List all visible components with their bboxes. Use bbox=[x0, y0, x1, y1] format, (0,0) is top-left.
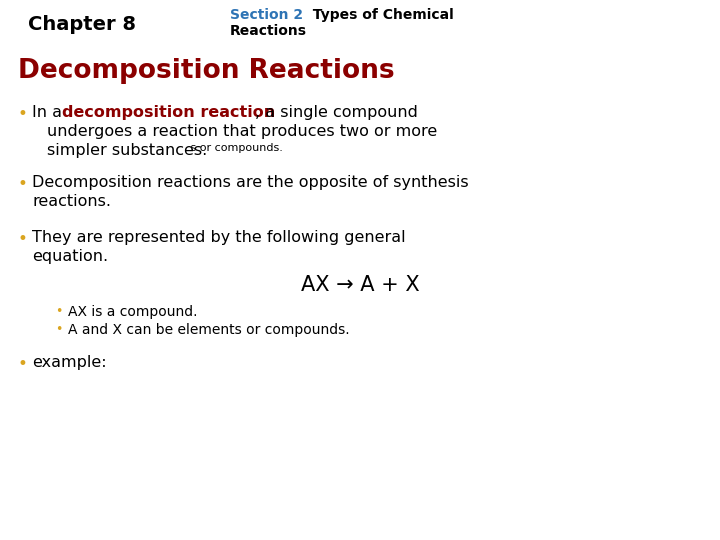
Text: Chapter 8: Chapter 8 bbox=[28, 15, 136, 34]
Text: In a: In a bbox=[32, 105, 67, 120]
Text: AX is a compound.: AX is a compound. bbox=[68, 305, 197, 319]
Text: s or compounds.: s or compounds. bbox=[187, 143, 283, 153]
Text: Decomposition Reactions: Decomposition Reactions bbox=[18, 58, 395, 84]
Text: AX → A + X: AX → A + X bbox=[301, 275, 419, 295]
Text: reactions.: reactions. bbox=[32, 194, 111, 209]
Text: Reactions: Reactions bbox=[230, 24, 307, 38]
Text: •: • bbox=[18, 230, 28, 248]
Text: decomposition reaction: decomposition reaction bbox=[62, 105, 275, 120]
Text: Decomposition reactions are the opposite of synthesis: Decomposition reactions are the opposite… bbox=[32, 175, 469, 190]
Text: Types of Chemical: Types of Chemical bbox=[303, 8, 454, 22]
Text: •: • bbox=[18, 355, 28, 373]
Text: 2KClO: 2KClO bbox=[162, 362, 220, 381]
Text: 3: 3 bbox=[215, 370, 223, 383]
Text: example:: example: bbox=[32, 355, 107, 370]
Text: •: • bbox=[18, 175, 28, 193]
Text: Section 2: Section 2 bbox=[230, 8, 303, 22]
Text: (s): (s) bbox=[328, 376, 341, 386]
Text: 2: 2 bbox=[323, 378, 328, 387]
Text: •: • bbox=[18, 105, 28, 123]
Text: (s): (s) bbox=[222, 362, 247, 381]
Text: They are represented by the following general: They are represented by the following ge… bbox=[32, 230, 405, 245]
Text: •: • bbox=[55, 305, 63, 318]
Text: 2KCl(s) + 3O: 2KCl(s) + 3O bbox=[370, 362, 495, 381]
Text: equation.: equation. bbox=[32, 249, 108, 264]
Text: A and X can be elements or compounds.: A and X can be elements or compounds. bbox=[68, 323, 350, 337]
Text: simpler substances.: simpler substances. bbox=[47, 143, 207, 158]
Text: undergoes a reaction that produces two or more: undergoes a reaction that produces two o… bbox=[47, 124, 437, 139]
Text: , a single compound: , a single compound bbox=[255, 105, 418, 120]
Text: 2: 2 bbox=[500, 370, 508, 383]
Text: (g): (g) bbox=[507, 362, 534, 381]
Text: MnO: MnO bbox=[300, 376, 324, 386]
Text: •: • bbox=[55, 323, 63, 336]
Text: Δ: Δ bbox=[310, 355, 318, 365]
